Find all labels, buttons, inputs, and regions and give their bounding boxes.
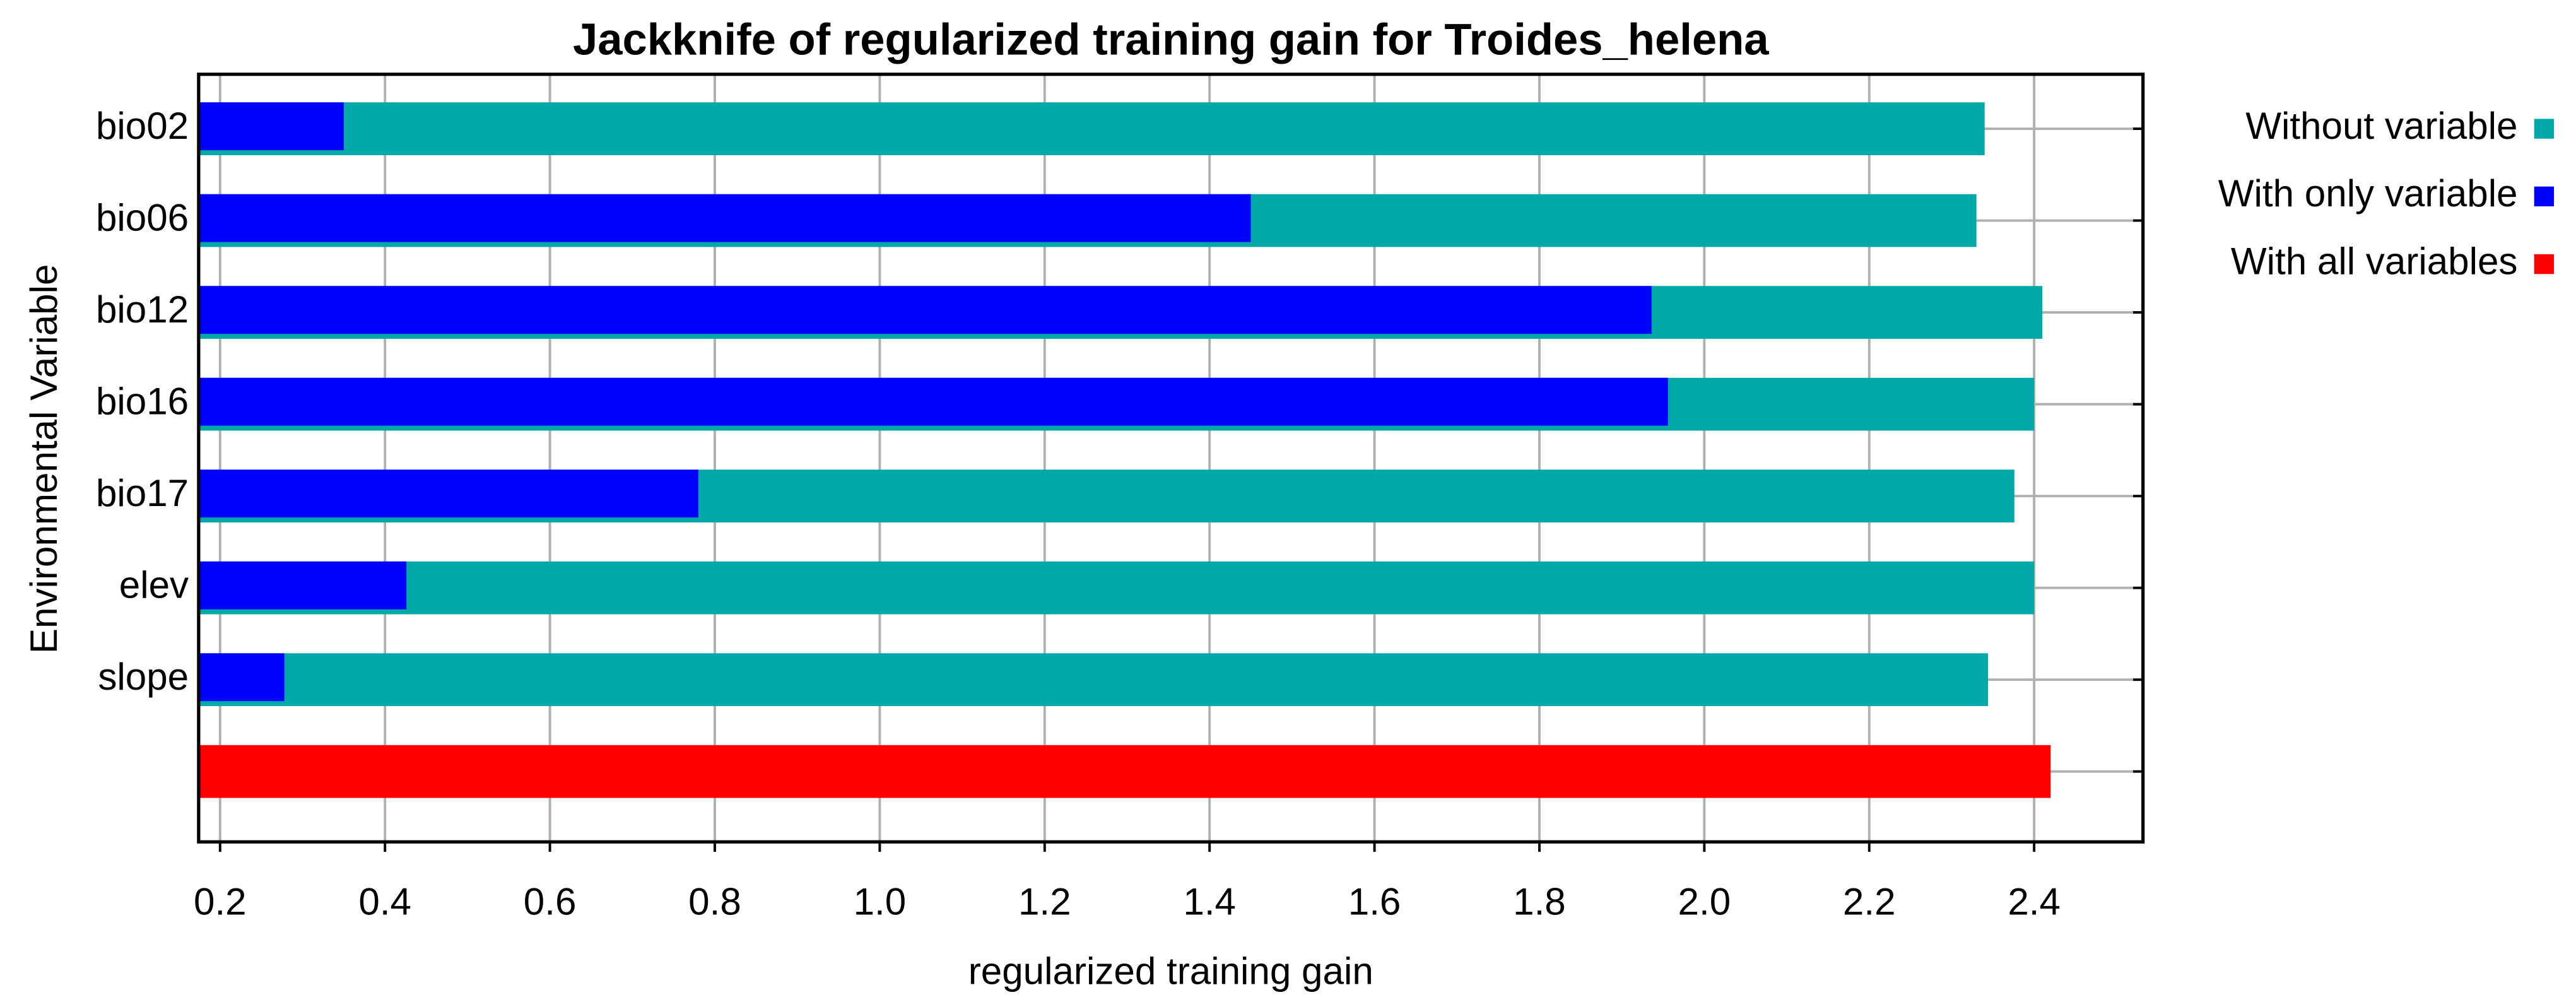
x-tick-label: 1.0: [854, 881, 907, 923]
x-tick-label: 2.0: [1678, 881, 1731, 923]
x-tick-label: 0.2: [194, 881, 247, 923]
y-tick-label: elev: [119, 564, 189, 606]
x-tick-label: 1.6: [1348, 881, 1401, 923]
bar: [198, 561, 407, 610]
x-tick-label: 1.2: [1018, 881, 1071, 923]
x-tick-label: 1.8: [1513, 881, 1566, 923]
legend-label: Without variable: [2245, 105, 2517, 147]
x-tick-label: 2.4: [2008, 881, 2061, 923]
y-tick-label: bio12: [96, 288, 189, 331]
legend-label: With all variables: [2231, 240, 2518, 282]
bar: [198, 653, 1988, 707]
bar: [198, 561, 2035, 615]
bar: [198, 194, 1251, 242]
legend-swatch: [2534, 119, 2555, 139]
x-tick-label: 2.2: [1843, 881, 1896, 923]
legend-swatch: [2534, 186, 2555, 207]
y-tick-label: bio16: [96, 380, 189, 423]
x-tick-label: 0.4: [358, 881, 411, 923]
legend-swatch: [2534, 254, 2555, 274]
plot-frame: [197, 73, 2145, 844]
y-tick-label: bio17: [96, 472, 189, 514]
bar: [198, 286, 1652, 334]
x-axis-label: regularized training gain: [968, 950, 1373, 992]
bar: [198, 745, 2051, 798]
y-axis-label: Environmental Variable: [23, 264, 65, 654]
x-tick-label: 0.6: [524, 881, 577, 923]
x-tick-label: 0.8: [688, 881, 741, 923]
bar: [198, 102, 1985, 155]
legend-label: With only variable: [2218, 172, 2518, 215]
y-tick-label: bio06: [96, 196, 189, 239]
bar: [198, 377, 1668, 426]
bar: [198, 469, 698, 518]
chart-title: Jackknife of regularized training gain f…: [573, 15, 1769, 64]
bar: [198, 653, 285, 702]
bar: [198, 102, 344, 151]
x-tick-label: 1.4: [1183, 881, 1236, 923]
y-tick-label: bio02: [96, 105, 189, 147]
y-tick-label: slope: [98, 656, 189, 698]
